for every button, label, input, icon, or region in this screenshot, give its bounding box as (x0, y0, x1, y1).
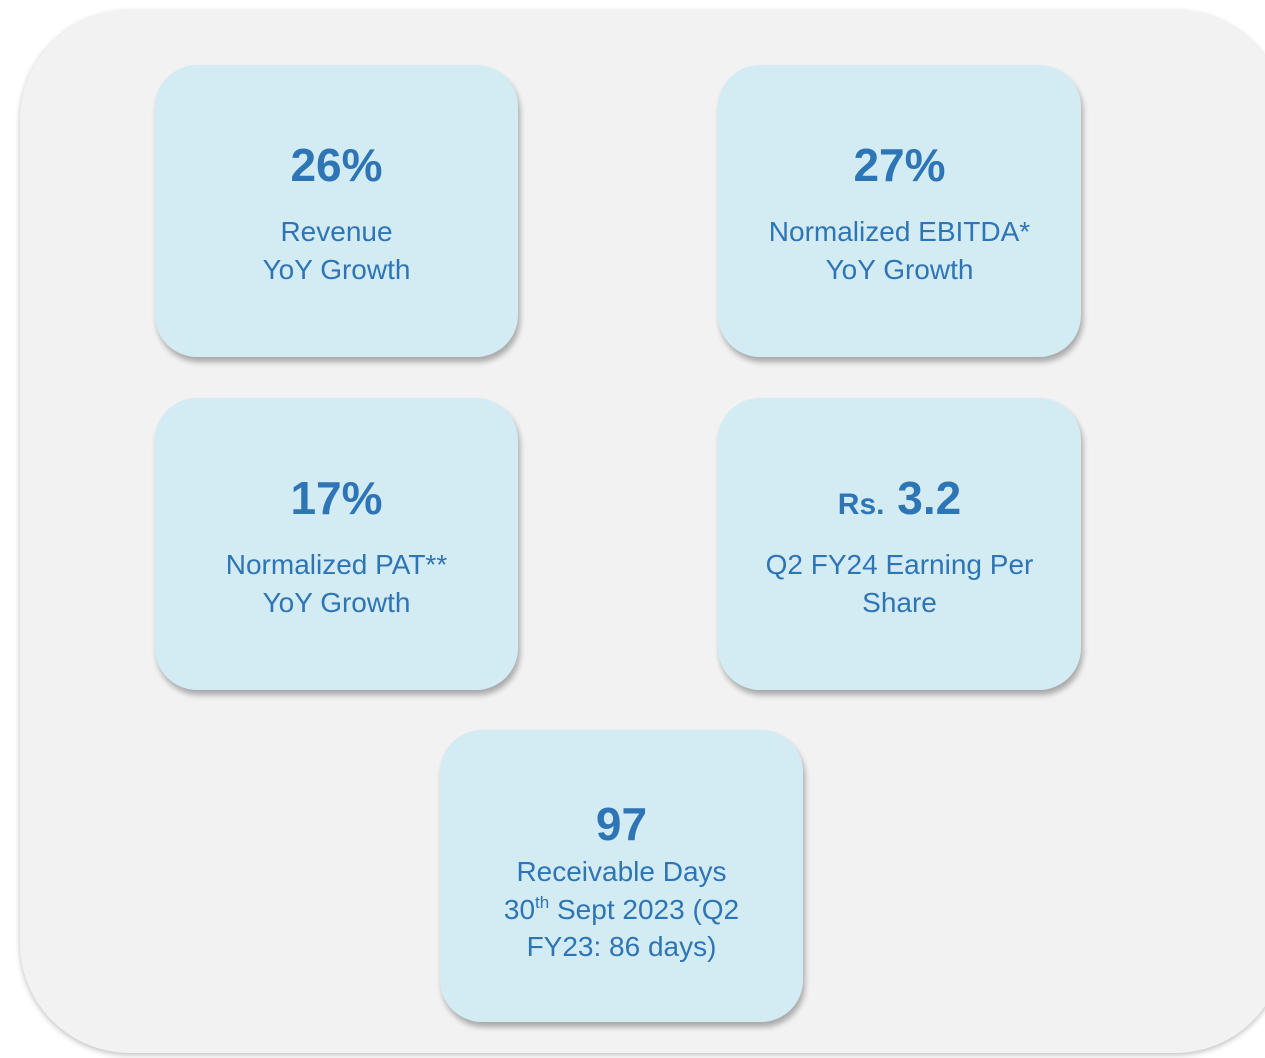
kpi-value: 27% (853, 139, 946, 191)
kpi-value: 26% (290, 139, 383, 191)
kpi-label: Revenue (280, 216, 393, 247)
kpi-date: 30th Sept 2023 (Q2 (440, 893, 803, 927)
date-rest: Sept 2023 (Q2 (549, 894, 740, 925)
kpi-card: 27% Normalized EBITDA* YoY Growth (718, 65, 1081, 357)
kpi-number: 3.2 (897, 472, 962, 524)
kpi-date: FY23: 86 days) (526, 931, 717, 962)
kpi-label: YoY Growth (262, 254, 411, 285)
kpi-value: 97 (595, 798, 648, 850)
kpi-prefix: Rs. (837, 488, 885, 521)
kpi-card: 97 Receivable Days 30th Sept 2023 (Q2 FY… (440, 730, 803, 1022)
kpi-card: 17% Normalized PAT** YoY Growth (155, 398, 518, 690)
kpi-label: YoY Growth (825, 254, 974, 285)
date-day: 30 (503, 894, 536, 925)
kpi-card: Rs. 3.2 Q2 FY24 Earning Per Share (718, 398, 1081, 690)
kpi-label: Normalized EBITDA* (768, 216, 1031, 247)
kpi-card: 26% Revenue YoY Growth (155, 65, 518, 357)
kpi-value: Rs. 3.2 (718, 470, 1081, 533)
kpi-label: Q2 FY24 Earning Per (765, 549, 1034, 580)
kpi-value: 17% (290, 472, 383, 524)
kpi-label: YoY Growth (262, 587, 411, 618)
kpi-label: Receivable Days (516, 856, 727, 887)
kpi-label: Normalized PAT** (225, 549, 448, 580)
kpi-label: Share (862, 587, 937, 618)
date-ordinal: th (535, 893, 550, 912)
